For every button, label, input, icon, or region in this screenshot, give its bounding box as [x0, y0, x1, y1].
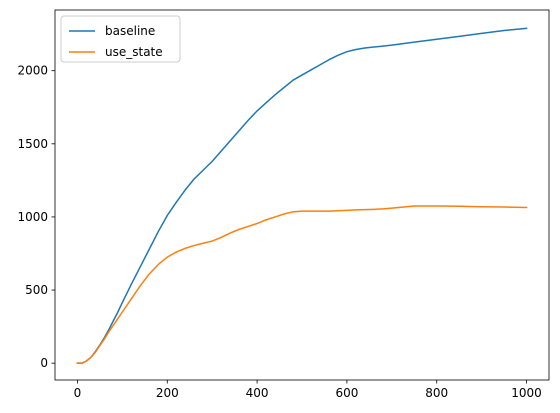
x-tick-label: 200	[156, 386, 179, 400]
y-tick-label: 0	[40, 356, 48, 370]
series-layer	[76, 27, 528, 364]
x-tick-label: 1000	[511, 386, 542, 400]
y-tick-label: 1500	[17, 137, 48, 151]
x-tick-label: 400	[246, 386, 269, 400]
legend-label-baseline: baseline	[105, 24, 155, 38]
legend: baseline use_state	[60, 15, 181, 63]
x-tick-label: 600	[335, 386, 358, 400]
series-line-use-state	[76, 205, 528, 364]
x-tick-label: 0	[74, 386, 82, 400]
x-tick-label: 800	[425, 386, 448, 400]
axes-frame	[54, 9, 550, 381]
legend-label-use-state: use_state	[105, 45, 163, 59]
series-line-baseline	[76, 27, 528, 364]
y-tick-label: 500	[25, 283, 48, 297]
y-tick-label: 1000	[17, 210, 48, 224]
y-tick-label: 2000	[17, 64, 48, 78]
axes-layer: 0 200 400 600 800 1000 0 500 1000 1500 2000	[17, 9, 550, 400]
legend-box	[60, 15, 181, 63]
plot-area	[55, 10, 549, 380]
